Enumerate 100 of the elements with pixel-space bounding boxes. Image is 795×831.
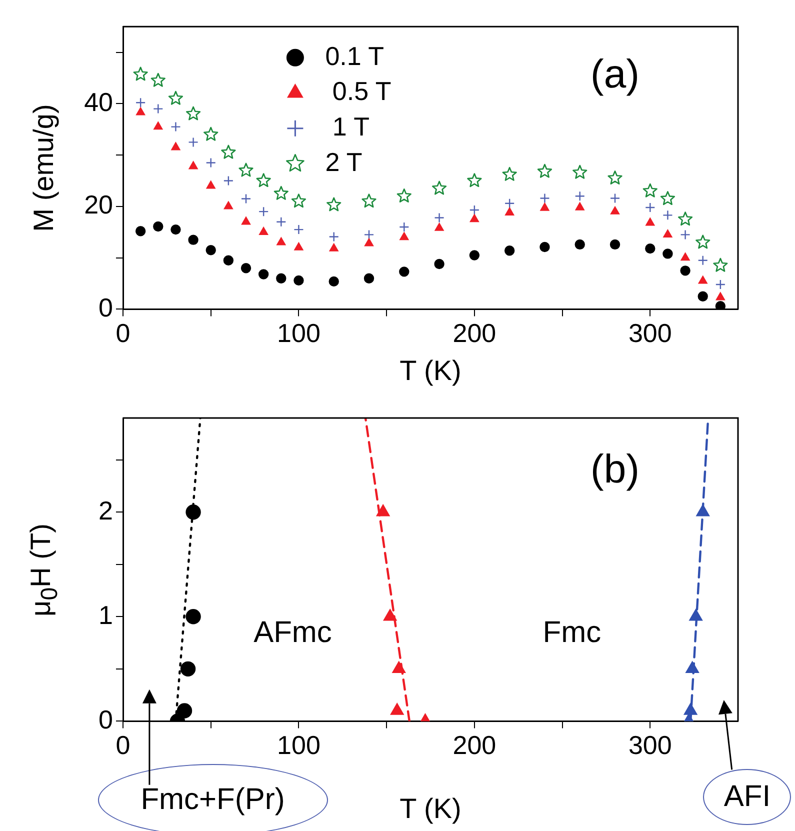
point [153,104,164,114]
point [150,72,166,87]
point [240,262,252,274]
point [645,243,656,254]
x-tick-label: 300 [628,730,672,760]
point [186,106,201,120]
point [504,246,515,256]
annotation: (a) [590,52,640,98]
point [274,186,288,200]
point [698,291,708,302]
point [135,98,146,108]
point [364,273,374,284]
point [642,183,658,198]
point [434,222,444,231]
point [204,126,218,141]
y-axis-title: M (emu/g) [28,104,60,232]
point [715,279,726,290]
point [206,180,216,189]
point [276,273,286,284]
annotation: AFmc [254,616,332,650]
point [223,176,234,186]
point [396,188,412,202]
point [168,90,184,105]
point [434,258,444,270]
point [240,194,252,204]
point [610,239,620,250]
y-tick-label: 2 [98,495,113,526]
point [610,206,620,214]
x-axis-title: T (K) [400,792,462,824]
point [698,276,708,284]
point [662,248,673,259]
point [680,230,690,240]
x-tick-label: 100 [277,730,320,760]
point [400,232,409,240]
legend-label: 0.1 T [325,40,384,71]
point [206,245,216,256]
point [276,237,286,246]
point [221,144,236,159]
y-tick-label: 20 [84,190,113,220]
point [646,218,655,226]
point [505,208,514,216]
point [390,703,404,715]
point [645,202,656,213]
point [153,221,164,232]
point [469,250,480,260]
point [574,239,585,250]
point [188,234,198,245]
point [502,166,517,181]
y-tick-label: 40 [84,86,113,117]
point [540,202,550,211]
point [294,275,304,286]
point [660,191,676,206]
point [574,191,585,202]
point [136,107,146,116]
point [259,227,268,235]
point [504,198,515,208]
point [188,137,198,148]
point [696,234,710,249]
y-tick-label: 0 [98,704,113,734]
x-tick-label: 100 [277,318,320,348]
point [238,162,254,177]
point [713,258,728,272]
point [364,238,374,246]
point [170,122,181,132]
point [135,226,146,236]
x-tick-label: 200 [452,318,496,348]
legend-label: 0.5 T [325,76,392,106]
annotation: Fmc [542,616,602,650]
y-tick-label: 1 [98,600,113,630]
point [224,201,233,210]
point [715,301,726,310]
point [434,212,444,223]
point [575,202,584,210]
point [678,212,693,226]
point [680,252,690,261]
text: Fmc+F(Pr) [140,783,285,818]
point [206,158,216,168]
point [469,204,480,216]
point [186,504,201,520]
point [663,230,672,238]
point [291,194,306,208]
x-axis-title: T (K) [400,354,462,386]
point [467,173,482,188]
point [276,216,286,227]
point [328,276,339,287]
point [537,164,552,178]
point [572,164,588,179]
point [399,222,410,232]
point [362,194,376,208]
text: AFI [724,780,771,814]
point [154,122,163,130]
x-tick-label: 200 [452,730,496,760]
point [470,214,479,222]
point [258,206,269,217]
point [662,210,673,220]
point [294,224,304,235]
point [680,266,690,276]
point [294,242,304,250]
legend-label: 2 T [325,146,362,177]
point [608,170,622,184]
